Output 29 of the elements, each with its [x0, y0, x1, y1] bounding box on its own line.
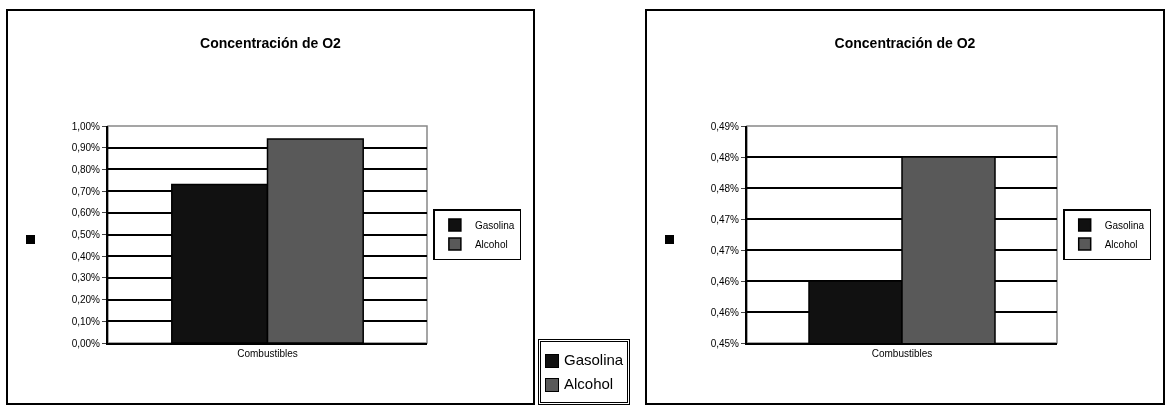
y-tick-label: 0,46%	[710, 275, 740, 287]
legend-label: Alcohol	[564, 375, 614, 392]
y-tick-label: 1,00%	[71, 120, 101, 132]
y-tick-label: 0,10%	[71, 315, 101, 327]
chart-title: Concentración de O2	[834, 35, 976, 52]
y-tick-label: 0,48%	[710, 151, 740, 163]
y-tick-label: 0,60%	[71, 207, 101, 219]
legend-label: Gasolina	[474, 219, 515, 231]
y-tick-label: 0,47%	[710, 213, 740, 225]
x-tick-label: Combustibles	[871, 348, 933, 359]
legend-label: Alcohol	[474, 238, 508, 250]
y-tick-label: 0,49%	[710, 120, 740, 132]
legend-label: Alcohol	[1104, 238, 1138, 250]
y-tick-label: 0,20%	[71, 294, 101, 306]
x-tick-label: Combustibles	[237, 348, 298, 359]
y-tick-label: 0,80%	[71, 163, 101, 175]
legend-label: Gasolina	[564, 351, 624, 368]
y-tick-label: 0,46%	[710, 306, 740, 318]
chart-title: Concentración de O2	[200, 35, 342, 52]
y-tick-label: 0,00%	[71, 337, 101, 349]
y-tick-label: 0,30%	[71, 272, 101, 284]
y-tick-label: 0,48%	[710, 182, 740, 194]
y-tick-label: 0,50%	[71, 229, 101, 240]
y-tick-label: 0,45%	[710, 337, 740, 349]
y-tick-label: 0,70%	[71, 185, 101, 197]
legend-label: Gasolina	[1104, 219, 1145, 231]
y-tick-label: 0,40%	[71, 250, 101, 262]
y-tick-label: 0,47%	[710, 244, 740, 256]
y-tick-label: 0,90%	[71, 142, 101, 154]
